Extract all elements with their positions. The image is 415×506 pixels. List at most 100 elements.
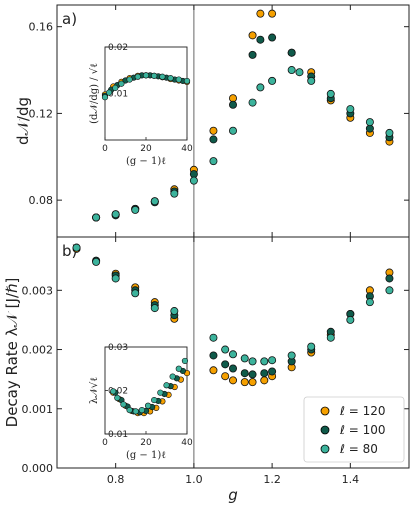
panel-a: 0.08 0.12 0.16 a) d𝒩/dg 0 20 40 0.01 0.02 (d𝒩/dg) … bbox=[14, 5, 409, 237]
data-point bbox=[269, 368, 276, 375]
inset-data-point bbox=[119, 81, 125, 87]
inset-data-point bbox=[170, 374, 176, 380]
inset-data-point bbox=[168, 75, 174, 81]
data-point bbox=[229, 101, 236, 108]
data-point bbox=[308, 77, 315, 84]
data-point bbox=[241, 379, 248, 386]
data-point bbox=[93, 258, 100, 265]
data-point bbox=[261, 377, 268, 384]
inset-data-point bbox=[115, 395, 121, 401]
inset-x-axis-label: (g − 1)ℓ bbox=[126, 450, 166, 461]
data-point bbox=[347, 316, 354, 323]
inset-data-point bbox=[139, 407, 145, 413]
inset-data-point bbox=[151, 73, 157, 79]
inset-y-axis-label: (d𝒩/dg) / √ℓ bbox=[89, 63, 100, 124]
data-point bbox=[269, 10, 276, 17]
inset-x-axis-label: (g − 1)ℓ bbox=[126, 156, 166, 167]
x-tick-label: 1.2 bbox=[263, 473, 281, 486]
data-point bbox=[222, 361, 229, 368]
data-point bbox=[386, 287, 393, 294]
data-point bbox=[269, 77, 276, 84]
data-point bbox=[269, 357, 276, 364]
data-point bbox=[93, 214, 100, 221]
inset-data-point bbox=[160, 74, 166, 80]
data-point bbox=[151, 304, 158, 311]
x-tick-label: 0.8 bbox=[107, 473, 125, 486]
data-point bbox=[249, 371, 256, 378]
inset-x-tick-label: 20 bbox=[140, 438, 152, 448]
data-point bbox=[151, 198, 158, 205]
data-point bbox=[296, 69, 303, 76]
legend-label-l120: ℓ = 120 bbox=[339, 404, 386, 418]
data-point bbox=[241, 355, 248, 362]
data-point bbox=[366, 299, 373, 306]
data-point bbox=[261, 358, 268, 365]
y-tick-label: 0.08 bbox=[29, 194, 54, 207]
inset-data-point bbox=[176, 366, 182, 372]
inset-data-point bbox=[133, 409, 139, 415]
data-point bbox=[210, 127, 217, 134]
legend: ℓ = 120 ℓ = 100 ℓ = 80 bbox=[304, 397, 404, 462]
data-point bbox=[347, 105, 354, 112]
inset-data-point bbox=[143, 73, 149, 79]
legend-label-l100: ℓ = 100 bbox=[339, 423, 386, 437]
inset-data-point bbox=[127, 77, 133, 83]
data-point bbox=[366, 118, 373, 125]
data-point bbox=[249, 99, 256, 106]
data-point bbox=[308, 343, 315, 350]
data-point bbox=[210, 367, 217, 374]
inset-y-tick-label: 0.03 bbox=[108, 343, 128, 353]
y-tick-label: 0.001 bbox=[22, 403, 54, 416]
legend-label-l80: ℓ = 80 bbox=[339, 442, 378, 456]
x-axis-label-b: g bbox=[228, 486, 238, 504]
inset-b: 020400.010.020.03λ𝒩√ℓ(g − 1)ℓ bbox=[89, 343, 193, 461]
data-point bbox=[269, 34, 276, 41]
legend-marker-l80 bbox=[321, 445, 329, 453]
data-point bbox=[327, 90, 334, 97]
inset-y-tick-label: 0.01 bbox=[108, 430, 128, 440]
data-point bbox=[112, 275, 119, 282]
inset-data-point bbox=[151, 397, 157, 403]
inset-x-tick-label: 40 bbox=[181, 438, 193, 448]
inset-x-tick-label: 40 bbox=[181, 144, 193, 154]
inset-data-point bbox=[110, 389, 116, 395]
data-point bbox=[222, 346, 229, 353]
inset-data-point bbox=[176, 77, 182, 83]
y-tick-label: 0.003 bbox=[22, 284, 54, 297]
data-point bbox=[249, 51, 256, 58]
data-point bbox=[257, 84, 264, 91]
data-point bbox=[190, 177, 197, 184]
y-axis-label-a: d𝒩/dg bbox=[14, 97, 32, 145]
data-point bbox=[132, 290, 139, 297]
data-point bbox=[249, 379, 256, 386]
inset-x-tick-label: 20 bbox=[140, 144, 152, 154]
legend-marker-l120 bbox=[321, 407, 329, 415]
data-point bbox=[210, 334, 217, 341]
data-point bbox=[73, 244, 80, 251]
legend-marker-l100 bbox=[321, 426, 329, 434]
inset-data-point bbox=[102, 94, 108, 100]
data-point bbox=[229, 127, 236, 134]
data-point bbox=[229, 377, 236, 384]
inset-x-tick-label: 0 bbox=[102, 144, 108, 154]
y-axis-label-b: Decay Rate λ𝒩 [J/ℏ] bbox=[3, 278, 21, 428]
data-point bbox=[210, 158, 217, 165]
inset-y-tick-label: 0.02 bbox=[108, 43, 128, 53]
data-point bbox=[386, 275, 393, 282]
data-point bbox=[261, 370, 268, 377]
y-tick-label: 0.16 bbox=[29, 21, 54, 34]
data-point bbox=[132, 206, 139, 213]
data-point bbox=[210, 352, 217, 359]
inset-data-point bbox=[135, 74, 141, 80]
inset-data-point bbox=[127, 407, 133, 413]
inset-data-point bbox=[182, 358, 188, 364]
data-point bbox=[229, 351, 236, 358]
inset-data-point bbox=[145, 403, 151, 409]
y-tick-label: 0.000 bbox=[22, 462, 54, 475]
data-point bbox=[171, 190, 178, 197]
data-point bbox=[257, 36, 264, 43]
data-point bbox=[288, 352, 295, 359]
x-tick-label: 1.0 bbox=[185, 473, 203, 486]
inset-data-point bbox=[184, 78, 190, 84]
